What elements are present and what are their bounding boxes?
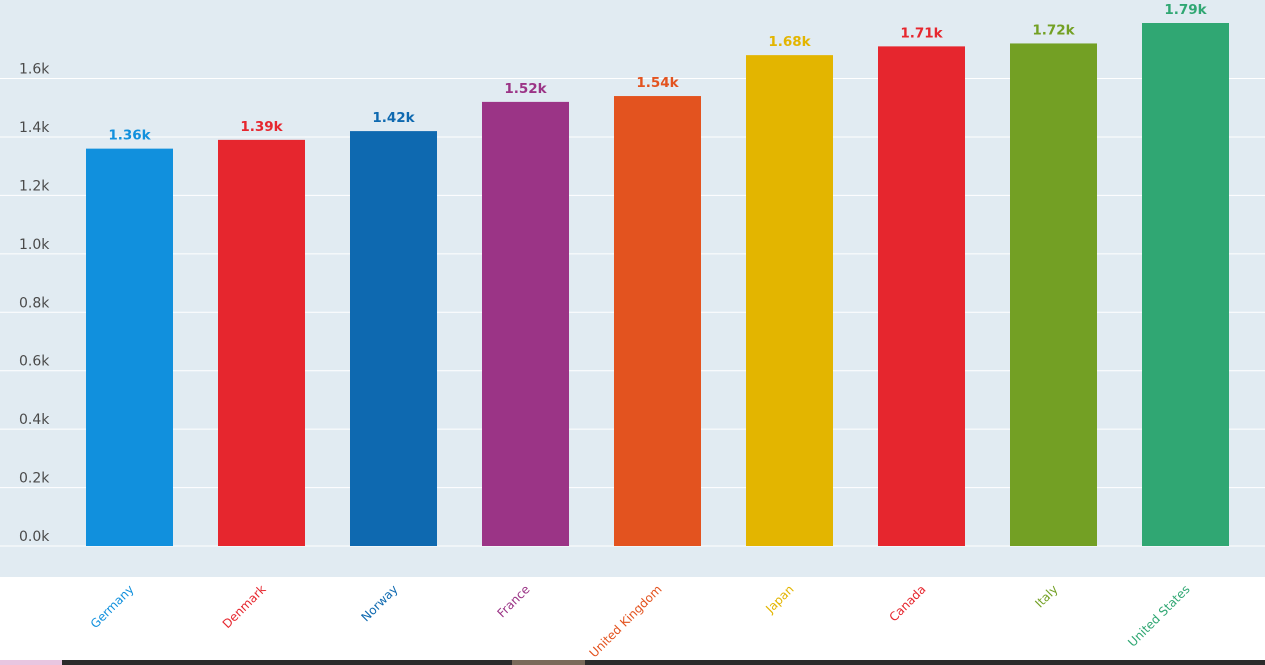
bottom-scrollbar-thumb[interactable]: [512, 660, 585, 665]
y-tick-label: 1.4k: [19, 120, 50, 136]
bar-germany[interactable]: [86, 148, 173, 546]
bars: [86, 23, 1229, 547]
value-label: 1.72k: [1032, 22, 1075, 38]
bar-norway[interactable]: [350, 131, 437, 546]
x-tick-label: Denmark: [220, 582, 269, 631]
y-tick-label: 1.6k: [19, 62, 50, 78]
bar-japan[interactable]: [746, 55, 833, 547]
bar-denmark[interactable]: [218, 139, 305, 546]
x-tick-label: Italy: [1032, 582, 1060, 610]
x-tick-label: United States: [1125, 582, 1192, 649]
y-tick-label: 1.0k: [19, 237, 50, 253]
y-tick-label: 1.2k: [19, 178, 50, 194]
x-tick-label: Japan: [762, 582, 796, 616]
value-label: 1.39k: [240, 119, 283, 135]
y-tick-label: 0.2k: [19, 471, 50, 487]
y-tick-label: 0.6k: [19, 354, 50, 370]
bar-france[interactable]: [482, 101, 569, 546]
value-label: 1.54k: [636, 75, 679, 91]
x-tick-label: Germany: [88, 582, 137, 631]
x-tick-label: United Kingdom: [587, 582, 665, 660]
y-tick-label: 0.4k: [19, 412, 50, 428]
y-tick-label: 0.8k: [19, 295, 50, 311]
x-tick-label: Canada: [886, 582, 928, 624]
value-label: 1.42k: [372, 110, 415, 126]
bar-united-states[interactable]: [1142, 23, 1229, 546]
bar-canada[interactable]: [878, 46, 965, 547]
value-label: 1.71k: [900, 25, 943, 41]
x-axis-labels: Germany Denmark Norway France United Kingdom…: [88, 582, 1193, 660]
bar-united-kingdom[interactable]: [614, 96, 701, 547]
x-tick-label: France: [495, 582, 533, 620]
bar-italy[interactable]: [1010, 43, 1097, 546]
value-label: 1.79k: [1164, 2, 1207, 18]
value-label: 1.52k: [504, 81, 547, 97]
bottom-scrollbar-track[interactable]: [0, 660, 1265, 665]
value-label: 1.36k: [108, 128, 151, 144]
y-axis-ticks: 0.0k 0.2k 0.4k 0.6k 0.8k 1.0k 1.2k 1.4k 1.6k: [19, 62, 50, 545]
value-labels: 1.36k 1.39k 1.42k 1.52k 1.54k 1.68k 1.71k 1.72k…: [108, 2, 1207, 144]
bottom-left-marker: [0, 660, 62, 665]
x-tick-label: Norway: [359, 582, 401, 624]
y-tick-label: 0.0k: [19, 529, 50, 545]
value-label: 1.68k: [768, 34, 811, 50]
